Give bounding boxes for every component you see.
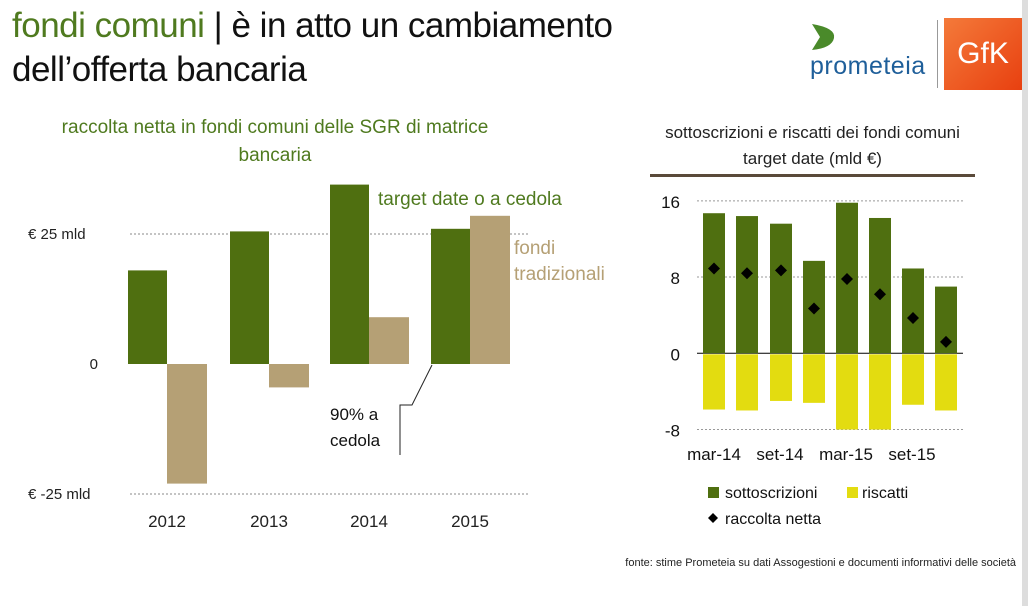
y-tick-label: € 25 mld <box>28 226 86 243</box>
raccolta-netta-point <box>841 272 853 285</box>
bar-target-date <box>330 184 369 364</box>
left-chart: € 25 mld 0 € -25 mld 2012 2013 2014 2015 target… <box>28 184 605 531</box>
raccolta-netta-point <box>775 264 787 277</box>
y-tick-label: 0 <box>671 345 680 364</box>
legend-riscatti: riscatti <box>862 485 908 502</box>
legend-swatch-riscatti <box>847 487 858 498</box>
legend-fondi-line1: fondi <box>514 238 555 259</box>
y-tick-label: 8 <box>671 269 680 288</box>
bar-fondi-tradizionali <box>269 364 309 388</box>
title-line2: dell’offerta bancaria <box>12 50 307 89</box>
raccolta-netta-point <box>907 312 919 325</box>
bar-fondi-tradizionali <box>369 317 409 364</box>
bar-riscatti <box>770 354 792 401</box>
left-chart-title: raccolta netta in fondi comuni delle SGR… <box>61 117 489 166</box>
slide-title: fondi comuni | è in atto un cambiamento d… <box>12 4 613 92</box>
bar-sottoscrizioni <box>770 223 792 354</box>
logo-separator <box>937 20 938 88</box>
legend-swatch-raccolta <box>708 513 718 523</box>
legend-sottoscrizioni: sottoscrizioni <box>725 485 817 502</box>
raccolta-netta-point <box>940 335 952 348</box>
x-tick-label: 2015 <box>451 512 489 531</box>
y-tick-label: € -25 mld <box>28 486 91 503</box>
bar-fondi-tradizionali <box>167 364 207 484</box>
x-tick-label: mar-15 <box>819 445 873 464</box>
legend-target-date: target date o a cedola <box>378 189 562 210</box>
slide-edge <box>1022 0 1028 606</box>
legend-swatch-sottoscrizioni <box>708 487 719 498</box>
y-tick-label: 16 <box>661 193 680 212</box>
bar-riscatti <box>935 354 957 411</box>
y-tick-label: 0 <box>90 356 98 373</box>
bar-target-date <box>128 270 167 364</box>
y-tick-label: -8 <box>665 422 680 441</box>
title-rest: | è in atto un cambiamento <box>204 6 613 45</box>
bar-riscatti <box>869 354 891 430</box>
annotation-leader <box>399 364 433 455</box>
bar-fondi-tradizionali <box>470 215 510 364</box>
x-tick-label: 2013 <box>250 512 288 531</box>
legend-raccolta-netta: raccolta netta <box>725 511 821 528</box>
bar-riscatti <box>736 354 758 411</box>
prometeia-wordmark: prometeia <box>810 52 926 80</box>
raccolta-netta-point <box>741 267 753 280</box>
prometeia-mark-icon <box>812 24 835 50</box>
bar-riscatti <box>703 354 725 410</box>
bar-target-date <box>230 231 269 364</box>
bar-riscatti <box>803 354 825 403</box>
annotation-line1: 90% a <box>330 405 379 424</box>
bar-sottoscrizioni <box>703 213 725 354</box>
raccolta-netta-point <box>808 302 820 315</box>
right-chart: 16 8 0 -8 mar-14 set-14 mar-15 set-15 sottoscriz… <box>661 193 963 528</box>
x-tick-label: 2014 <box>350 512 388 531</box>
bar-sottoscrizioni <box>935 286 957 354</box>
x-tick-label: 2012 <box>148 512 186 531</box>
bar-riscatti <box>836 354 858 430</box>
source-note: fonte: stime Prometeia su dati Assogesti… <box>625 557 1016 569</box>
bar-sottoscrizioni <box>902 268 924 354</box>
title-highlight: fondi comuni <box>12 6 205 45</box>
bar-target-date <box>431 228 470 364</box>
bar-riscatti <box>902 354 924 405</box>
annotation-line2: cedola <box>330 431 381 450</box>
right-chart-title: sottoscrizioni e riscatti dei fondi comu… <box>665 123 960 168</box>
bar-sottoscrizioni <box>869 217 891 354</box>
x-tick-label: set-14 <box>756 445 803 464</box>
prometeia-logo: prometeia <box>810 22 925 80</box>
x-tick-label: mar-14 <box>687 445 741 464</box>
gfk-logo: GfK <box>944 18 1022 90</box>
right-title-underline <box>650 174 975 177</box>
legend-fondi-line2: tradizionali <box>514 264 605 285</box>
raccolta-netta-point <box>874 288 886 301</box>
raccolta-netta-point <box>708 262 720 275</box>
x-tick-label: set-15 <box>888 445 935 464</box>
bar-sottoscrizioni <box>736 216 758 354</box>
